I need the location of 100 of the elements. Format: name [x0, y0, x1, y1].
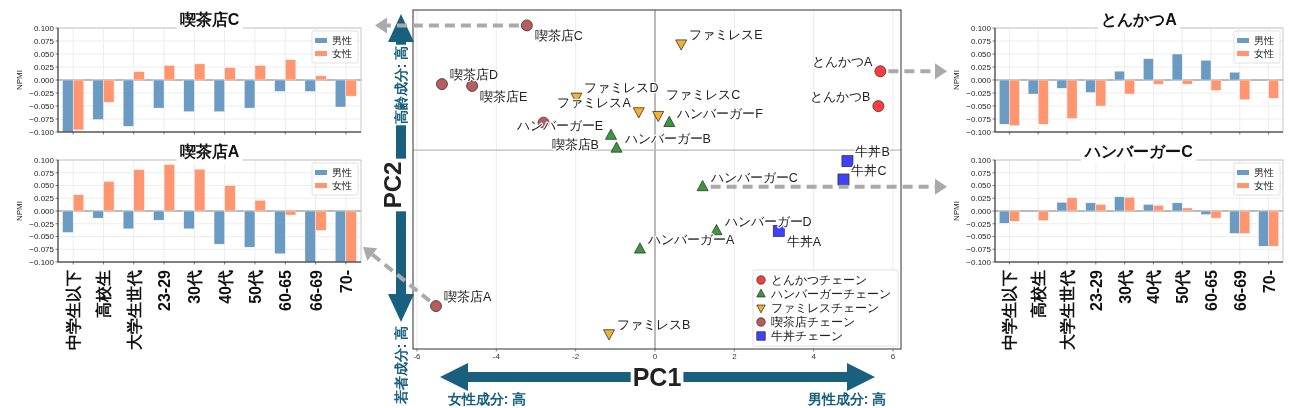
y-tick-label: 0.050: [33, 181, 55, 191]
legend-label: 女性: [332, 48, 352, 59]
annotation: 牛丼C: [851, 163, 887, 178]
y-tick-label: 0.100: [33, 23, 55, 33]
annotation: 牛丼B: [855, 145, 890, 160]
y-tick-label: 0.100: [33, 155, 55, 165]
point: [436, 78, 448, 91]
y-tick-label: 0.100: [970, 155, 992, 165]
legend-label: 男性: [332, 35, 352, 46]
chart-title: 喫茶店C: [179, 10, 240, 28]
y-tick-label: −0.075: [29, 245, 55, 255]
annotation: ファミレスB: [616, 317, 691, 332]
x-tick-label: 0: [652, 352, 658, 361]
y-tick-label: −0.075: [966, 114, 992, 124]
annotation: 喫茶店E: [480, 88, 528, 104]
y-axis-title: NPMI: [15, 201, 24, 221]
x-tick-label: 50代: [246, 270, 264, 304]
x-tick-label: 30代: [1116, 270, 1134, 304]
legend-label: 男性: [1254, 35, 1274, 46]
y-tick-label: 0.050: [970, 181, 992, 191]
y-tick-label: −0.025: [29, 219, 55, 229]
legend-label: 男性: [1254, 167, 1274, 178]
y-tick-label: −0.075: [29, 114, 55, 124]
annotation: 喫茶店A: [444, 289, 493, 305]
annotation: ハンバーガーC: [709, 170, 798, 185]
point: [874, 65, 887, 78]
x-tick-label: 6: [890, 352, 896, 361]
annotation: ファミレスC: [666, 88, 741, 103]
x-tick-label: 70-: [1260, 270, 1278, 294]
y-tick-label: 0.075: [33, 168, 55, 178]
chart-title: 喫茶店A: [179, 142, 240, 160]
point: [837, 173, 850, 186]
y-tick-label: 0.075: [970, 36, 992, 46]
x-tick-label: 60-65: [277, 269, 295, 311]
y-tick-label: −0.025: [29, 88, 55, 98]
point: [696, 180, 709, 192]
y-tick-label: −0.100: [29, 127, 55, 137]
annotation: とんかつA: [812, 55, 874, 70]
x-tick-label: 30代: [186, 270, 204, 304]
y-tick-label: 0.000: [33, 75, 55, 85]
y-tick-label: −0.050: [966, 101, 992, 111]
y-tick-label: −0.100: [966, 257, 992, 267]
annotation: ハンバーガーE: [515, 119, 603, 134]
y-tick-label: 0.000: [33, 206, 55, 216]
y-tick-label: 0.100: [970, 23, 992, 33]
y-axis-title: NPMI: [15, 70, 24, 90]
point: [652, 111, 665, 123]
x-tick-label: 高校生: [94, 270, 113, 318]
y-tick-label: −0.050: [29, 101, 55, 111]
y-axis-title: NPMI: [952, 201, 961, 221]
annotation: ハンバーガーD: [723, 214, 812, 229]
point: [466, 80, 479, 92]
y-tick-label: 0.050: [33, 49, 55, 59]
x-axis-title: PC1: [632, 363, 682, 391]
bar: [1268, 79, 1279, 99]
y-tick-label: 0.075: [33, 36, 55, 46]
chart-title: とんかつA: [1101, 11, 1178, 28]
x-tick-label: 中学生以下: [65, 270, 83, 350]
annotation: ファミレスA: [557, 95, 632, 110]
point: [430, 300, 442, 312]
point: [710, 224, 723, 236]
y-tick-label: −0.025: [966, 219, 992, 229]
x-tick-label: -6: [413, 352, 422, 361]
y-tick-label: 0.025: [970, 194, 992, 204]
annotation: 喫茶店B: [551, 136, 599, 152]
chart-title: ハンバーガーC: [1084, 143, 1194, 160]
text: 女性成分: 高: [446, 391, 527, 407]
legend-label: 女性: [1254, 48, 1274, 59]
point: [610, 141, 623, 153]
y-axis-title: PC2: [379, 161, 406, 209]
y-tick-label: 0.025: [33, 194, 55, 204]
x-tick-label: 66-69: [1231, 269, 1249, 311]
annotation: ハンバーガーA: [646, 233, 735, 248]
x-tick-label: 23-29: [156, 269, 174, 311]
annotation: 牛丼A: [786, 234, 822, 249]
x-tick-label: -2: [572, 352, 580, 361]
y-tick-label: 0.000: [970, 75, 992, 85]
text: 高齢成分: 高: [393, 45, 409, 125]
point: [872, 100, 885, 113]
y-tick-label: −0.050: [966, 232, 992, 242]
y-tick-label: −0.050: [29, 232, 55, 242]
x-tick-label: 60-65: [1203, 269, 1220, 311]
legend-label: 牛丼チェーン: [771, 329, 843, 344]
x-tick-label: 40代: [1145, 270, 1163, 304]
x-tick-label: 2: [732, 352, 738, 361]
x-tick-label: -4: [492, 352, 501, 361]
text: 男性成分: 高: [806, 391, 887, 407]
annotation: ハンバーガーB: [623, 132, 711, 147]
point: [605, 128, 617, 140]
text: 若者成分: 高: [393, 325, 409, 406]
x-tick-label: 中学生以下: [1001, 270, 1019, 350]
point: [603, 329, 615, 341]
x-tick-label: 4: [811, 352, 817, 361]
x-tick-label: 50代: [1174, 270, 1192, 304]
legend-label: 喫茶店チェーン: [771, 315, 855, 330]
y-tick-label: −0.025: [966, 88, 992, 98]
legend-label: ファミレスチェーン: [771, 301, 879, 316]
annotation: 喫茶店D: [449, 67, 498, 83]
annotation: ファミレスE: [689, 27, 763, 42]
y-tick-label: 0.075: [970, 168, 992, 178]
